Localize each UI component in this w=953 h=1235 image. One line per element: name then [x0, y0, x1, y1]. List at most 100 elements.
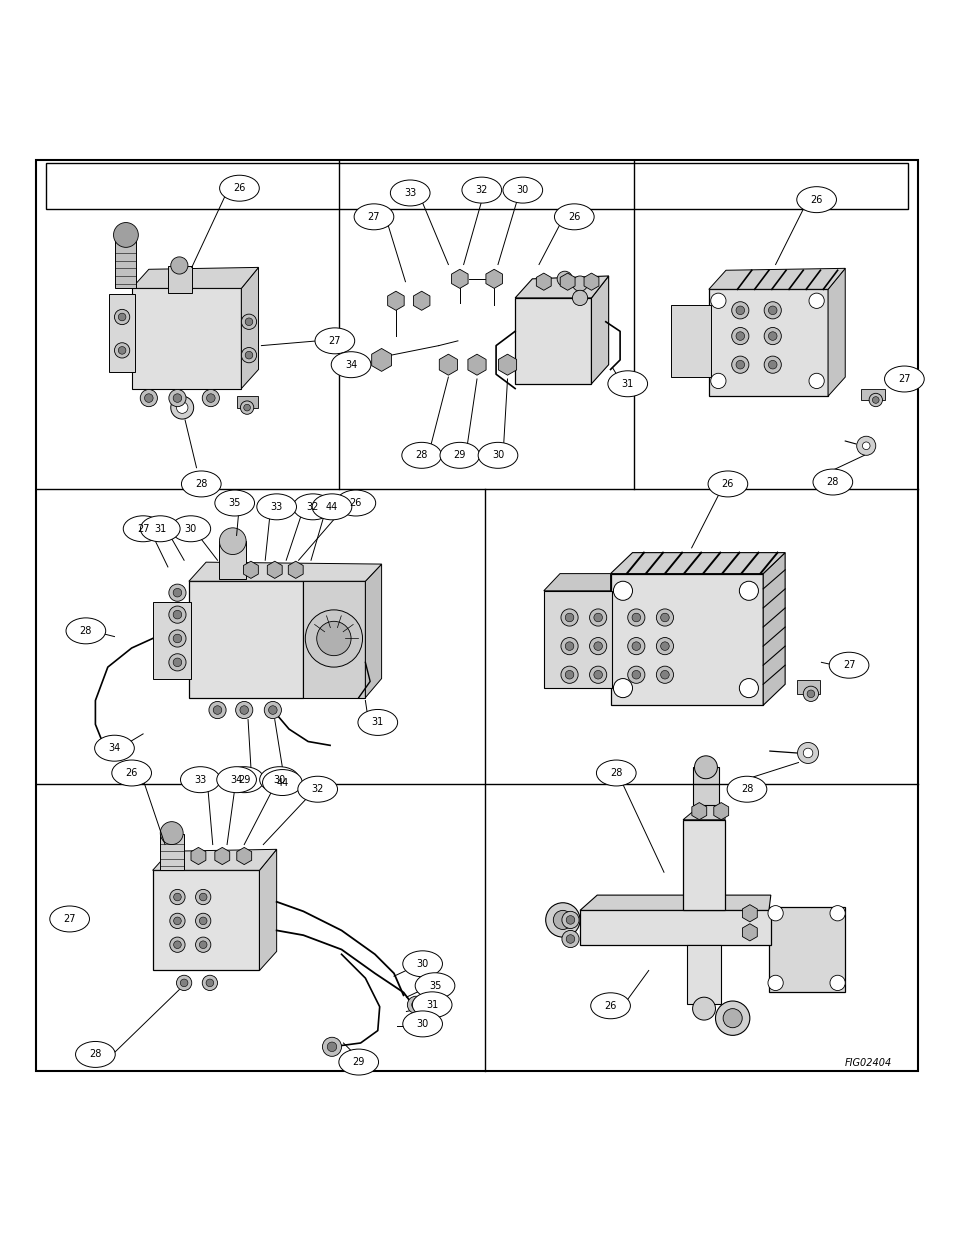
Bar	[692, 767, 719, 805]
Text: 28: 28	[90, 1050, 101, 1060]
Circle shape	[173, 588, 181, 597]
Circle shape	[264, 701, 281, 719]
Circle shape	[808, 293, 823, 309]
Circle shape	[767, 306, 776, 315]
Circle shape	[572, 275, 587, 291]
Polygon shape	[485, 269, 502, 288]
Text: 26: 26	[126, 768, 137, 778]
Circle shape	[206, 979, 213, 987]
Text: 28: 28	[610, 768, 621, 778]
Circle shape	[659, 671, 668, 679]
Circle shape	[763, 327, 781, 345]
Circle shape	[572, 290, 587, 305]
Circle shape	[656, 609, 673, 626]
Polygon shape	[152, 850, 276, 871]
Bar	[610, 573, 762, 705]
Circle shape	[199, 941, 207, 948]
Ellipse shape	[66, 618, 106, 643]
Circle shape	[802, 748, 812, 758]
Circle shape	[173, 610, 181, 619]
Circle shape	[862, 442, 869, 450]
Ellipse shape	[112, 760, 152, 785]
Circle shape	[735, 361, 743, 369]
Ellipse shape	[401, 442, 441, 468]
Ellipse shape	[596, 760, 636, 785]
Text: 26: 26	[721, 479, 733, 489]
Ellipse shape	[75, 1041, 115, 1067]
Circle shape	[802, 687, 818, 701]
Bar	[768, 906, 844, 993]
Text: 44: 44	[326, 501, 337, 511]
Polygon shape	[762, 552, 784, 705]
Ellipse shape	[219, 175, 259, 201]
Circle shape	[240, 401, 253, 414]
Text: FIG02404: FIG02404	[843, 1058, 891, 1068]
Circle shape	[173, 918, 181, 925]
Polygon shape	[559, 273, 575, 290]
Text: 31: 31	[621, 379, 633, 389]
Text: 32: 32	[312, 784, 323, 794]
Circle shape	[560, 637, 578, 655]
Circle shape	[627, 666, 644, 683]
Polygon shape	[387, 291, 404, 310]
Circle shape	[715, 1002, 749, 1035]
Ellipse shape	[256, 494, 296, 520]
Ellipse shape	[123, 516, 163, 542]
Polygon shape	[741, 924, 757, 941]
Polygon shape	[365, 564, 381, 698]
Bar	[152, 603, 191, 678]
Circle shape	[169, 389, 186, 406]
Circle shape	[245, 351, 253, 359]
Text: 31: 31	[372, 718, 383, 727]
Polygon shape	[241, 268, 258, 389]
Circle shape	[176, 401, 188, 414]
Bar	[515, 298, 591, 384]
Ellipse shape	[402, 951, 442, 977]
Circle shape	[118, 314, 126, 321]
Circle shape	[806, 690, 814, 698]
Text: 27: 27	[367, 212, 380, 222]
Circle shape	[113, 222, 138, 247]
Bar	[670, 305, 710, 377]
Text: 44: 44	[276, 778, 288, 788]
Bar	[132, 288, 241, 389]
Circle shape	[545, 903, 579, 937]
Circle shape	[173, 941, 181, 948]
Text: 26: 26	[604, 1000, 616, 1010]
Circle shape	[173, 893, 181, 900]
Circle shape	[593, 671, 602, 679]
Circle shape	[170, 913, 185, 929]
Circle shape	[173, 394, 181, 403]
Bar	[46, 163, 907, 209]
Circle shape	[767, 332, 776, 341]
Polygon shape	[236, 847, 252, 864]
Circle shape	[118, 347, 126, 354]
Ellipse shape	[224, 767, 264, 793]
Ellipse shape	[883, 366, 923, 391]
Ellipse shape	[338, 1049, 378, 1074]
Text: 27: 27	[841, 661, 855, 671]
Ellipse shape	[390, 180, 430, 206]
Circle shape	[560, 609, 578, 626]
Circle shape	[241, 314, 256, 330]
Circle shape	[710, 373, 725, 389]
Circle shape	[114, 309, 130, 325]
Polygon shape	[372, 348, 391, 372]
Circle shape	[213, 705, 221, 714]
Text: 28: 28	[416, 451, 427, 461]
Ellipse shape	[412, 992, 452, 1018]
Text: 33: 33	[271, 501, 282, 511]
Bar	[796, 679, 820, 694]
Circle shape	[173, 635, 181, 642]
Circle shape	[180, 979, 188, 987]
Circle shape	[244, 404, 250, 411]
Ellipse shape	[357, 709, 397, 735]
Text: 28: 28	[80, 626, 91, 636]
Circle shape	[269, 705, 277, 714]
Ellipse shape	[171, 516, 211, 542]
Text: 28: 28	[195, 479, 207, 489]
Polygon shape	[591, 275, 608, 384]
Text: 35: 35	[229, 498, 240, 508]
Bar	[115, 236, 136, 288]
Bar	[303, 582, 365, 698]
